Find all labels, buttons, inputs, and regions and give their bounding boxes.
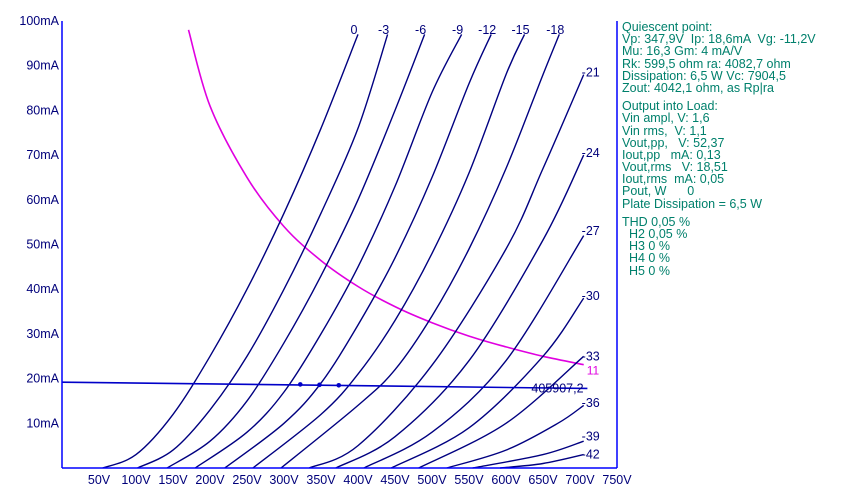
curve-labels-group: 0 -3 -6 -9 -12 -15 -18 -21 -24 -27 -30 -33 -36 -39 -42 (351, 23, 600, 462)
plate-curve-vg-18 (280, 34, 560, 469)
dissipation-line: Dissipation: 6,5 W Vc: 7904,5 (622, 68, 786, 83)
plate-curve-vg-15 (252, 34, 526, 469)
curve-label-vg-36: -36 (582, 396, 600, 410)
plate-curve-vg-21 (308, 74, 585, 469)
x-tick-label-150: 150V (158, 473, 188, 487)
h5-line: H5 0 % (622, 263, 670, 278)
plate-curve-vg-36 (446, 404, 585, 469)
curve-label-vg-39: -39 (582, 430, 600, 444)
curve-label-vg-12: -12 (478, 23, 496, 37)
vin-rms-line: Vin rms, V: 1,1 (622, 123, 707, 138)
h2-line: H2 0,05 % (622, 227, 688, 241)
curve-label-vg-42: -42 (582, 448, 600, 462)
y-tick-labels-group: 10mA 20mA 30mA 40mA 50mA 60mA 70mA 80mA 90mA 100m… (19, 14, 59, 430)
iout-pp-line: Iout,pp mA: 0,13 (622, 147, 721, 162)
thd-line: THD 0,05 % (622, 214, 691, 229)
y-tick-label-60: 60mA (26, 193, 59, 207)
power-hyperbola-label: 11 (587, 364, 600, 378)
y-tick-label-90: 90mA (26, 59, 59, 73)
plate-dissipation-line: Plate Dissipation = 6,5 W (622, 196, 762, 211)
operating-point-2 (317, 382, 322, 388)
x-tick-label-400: 400V (343, 473, 373, 487)
x-tick-label-750: 750V (602, 473, 632, 487)
operating-point-1 (297, 382, 303, 387)
output-title: Output into Load: (622, 99, 718, 114)
curve-label-vg-24: -24 (582, 146, 600, 160)
curve-label-vg-33: -33 (582, 349, 600, 363)
plate-curve-vg-39 (472, 440, 584, 469)
plate-curve-vg-12 (224, 34, 492, 469)
vout-pp-line: Vout,pp, V: 52,37 (622, 135, 725, 150)
plate-curve-vg-33 (418, 355, 585, 469)
plate-curve-vg-6 (166, 34, 426, 469)
zout-line: Zout: 4042,1 ohm, as Rp|ra (622, 80, 774, 95)
power-hyperbola-group: 11 (187, 29, 600, 378)
info-panel: Quiescent point: Vp: 347,9V Ip: 18,6mA V… (622, 21, 862, 277)
x-tick-label-100: 100V (121, 473, 151, 487)
plate-curve-vg-30 (390, 297, 585, 469)
curve-label-vg-30: -30 (582, 289, 600, 303)
x-tick-label-200: 200V (195, 473, 225, 487)
curve-label-vg-21: -21 (582, 65, 600, 79)
operating-point-3 (336, 383, 342, 388)
pout-line: Pout, W 0 (622, 184, 695, 199)
iout-rms-line: Iout,rms mA: 0,05 (622, 172, 725, 187)
mu-gm-line: Mu: 16,3 Gm: 4 mA/V (622, 44, 743, 59)
plate-curve-vg-27 (363, 235, 585, 469)
vp-ip-vg-line: Vp: 347,9V Ip: 18,6mA Vg: -11,2V (622, 32, 816, 47)
x-tick-labels-group: 50V 100V 150V 200V 250V 300V 350V 400V 450V 500V 5… (88, 473, 632, 487)
y-tick-label-30: 30mA (26, 327, 59, 341)
curve-label-vg-15: -15 (511, 23, 529, 37)
plate-curve-vg-24 (335, 154, 585, 469)
x-tick-label-650: 650V (528, 473, 558, 487)
curve-label-vg0: 0 (351, 23, 358, 37)
curve-label-vg-18: -18 (546, 23, 564, 37)
y-tick-label-80: 80mA (26, 103, 59, 117)
load-line-label: 405907,2 (531, 381, 583, 395)
vout-rms-line: Vout,rms V: 18,51 (622, 160, 728, 175)
h4-line: H4 0 % (622, 251, 670, 266)
plate-curve-vg-9 (194, 34, 463, 469)
load-line (61, 381, 588, 390)
h3-line: H3 0 % (622, 239, 670, 254)
x-tick-label-450: 450V (380, 473, 410, 487)
x-tick-label-350: 350V (306, 473, 336, 487)
x-tick-label-550: 550V (454, 473, 484, 487)
y-tick-label-10: 10mA (26, 416, 59, 430)
plate-curves-group (102, 34, 585, 469)
y-tick-label-100: 100mA (19, 14, 59, 28)
x-tick-label-700: 700V (565, 473, 595, 487)
plate-curve-vg0 (102, 34, 359, 469)
quiescent-title: Quiescent point: (622, 20, 713, 34)
x-tick-label-300: 300V (269, 473, 299, 487)
load-line-group: 405907,2 (61, 381, 588, 395)
curve-label-vg-27: -27 (582, 224, 600, 238)
curve-label-vg-6: -6 (415, 23, 426, 37)
y-tick-label-40: 40mA (26, 282, 59, 296)
vin-ampl-line: Vin ampl, V: 1,6 (622, 111, 710, 126)
x-tick-label-250: 250V (232, 473, 262, 487)
curve-label-vg-9: -9 (452, 23, 463, 37)
y-tick-label-20: 20mA (26, 372, 59, 386)
plate-curve-vg-3 (137, 34, 389, 469)
y-tick-label-70: 70mA (26, 148, 59, 162)
plot-frame-group (61, 21, 618, 469)
x-tick-label-600: 600V (491, 473, 521, 487)
x-tick-label-50: 50V (88, 473, 111, 487)
plate-curve-vg-42 (500, 453, 584, 469)
power-hyperbola-line (187, 29, 584, 366)
x-tick-label-500: 500V (417, 473, 447, 487)
rk-ra-line: Rk: 599,5 ohm ra: 4082,7 ohm (622, 56, 791, 71)
y-tick-label-50: 50mA (26, 238, 59, 252)
curve-label-vg-3: -3 (378, 23, 389, 37)
